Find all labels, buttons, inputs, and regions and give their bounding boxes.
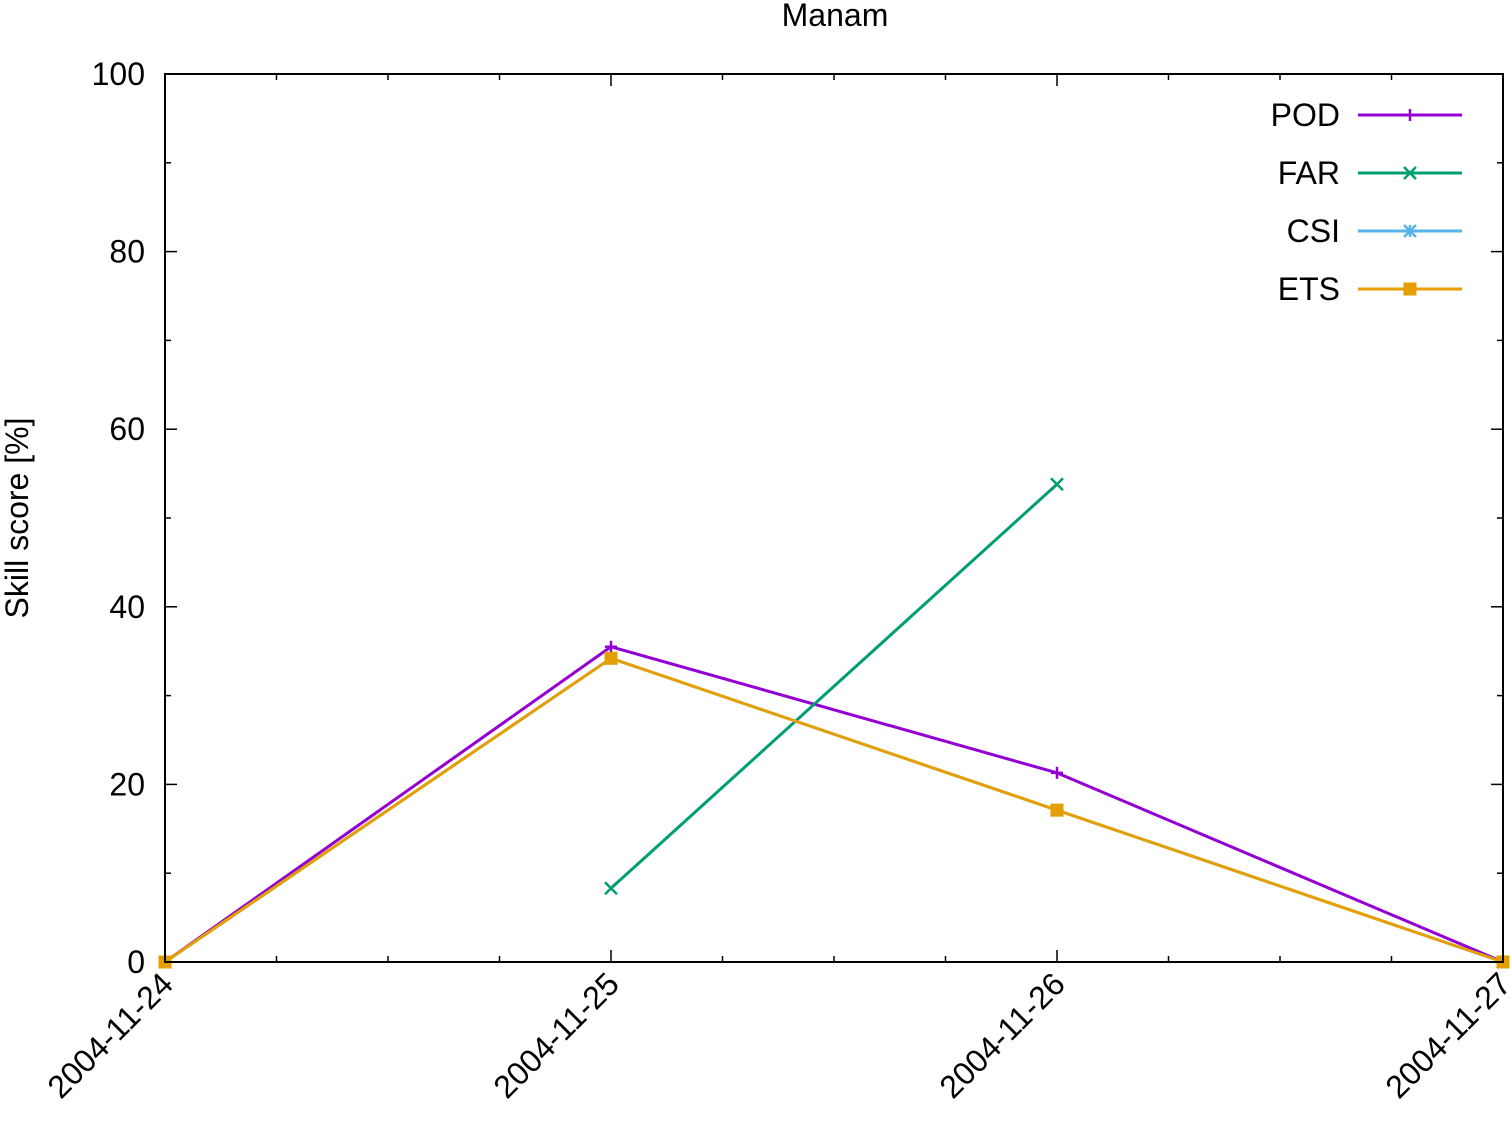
plot-lines: [158, 477, 1510, 969]
legend-label: CSI: [1287, 213, 1340, 249]
x-tick-label: 2004-11-24: [40, 965, 180, 1105]
data-point: [604, 881, 618, 896]
y-tick-label: 100: [92, 56, 145, 92]
legend: POD FAR CSI ETS: [1271, 97, 1462, 307]
y-axis-label: Skill score [%]: [0, 418, 35, 619]
series-line-ets: [164, 656, 1504, 964]
y-tick-label: 80: [109, 234, 145, 270]
data-point: [1404, 109, 1416, 121]
y-tick-label: 0: [127, 944, 145, 980]
x-tick-label: 2004-11-26: [932, 965, 1072, 1105]
chart-title: Manam: [782, 0, 889, 33]
data-point: [1403, 224, 1417, 238]
legend-label: ETS: [1278, 271, 1340, 307]
legend-label: FAR: [1278, 155, 1340, 191]
data-point: [1050, 477, 1064, 492]
x-tick-label: 2004-11-25: [486, 965, 626, 1105]
data-point: [1050, 803, 1064, 817]
data-point: [1403, 282, 1417, 296]
x-tick-label: 2004-11-27: [1378, 965, 1511, 1105]
data-point: [1051, 766, 1063, 779]
y-tick-label: 60: [109, 411, 145, 447]
series-line-far: [609, 483, 1059, 890]
plot-frame: [164, 73, 1504, 963]
data-point: [605, 640, 617, 653]
y-tick-label: 40: [109, 589, 145, 625]
data-point: [1403, 166, 1417, 180]
y-tick-label: 20: [109, 766, 145, 802]
legend-label: POD: [1271, 97, 1340, 133]
series-line-csi: [164, 656, 1504, 964]
series-line-pod: [164, 645, 1504, 964]
data-point: [604, 651, 618, 665]
